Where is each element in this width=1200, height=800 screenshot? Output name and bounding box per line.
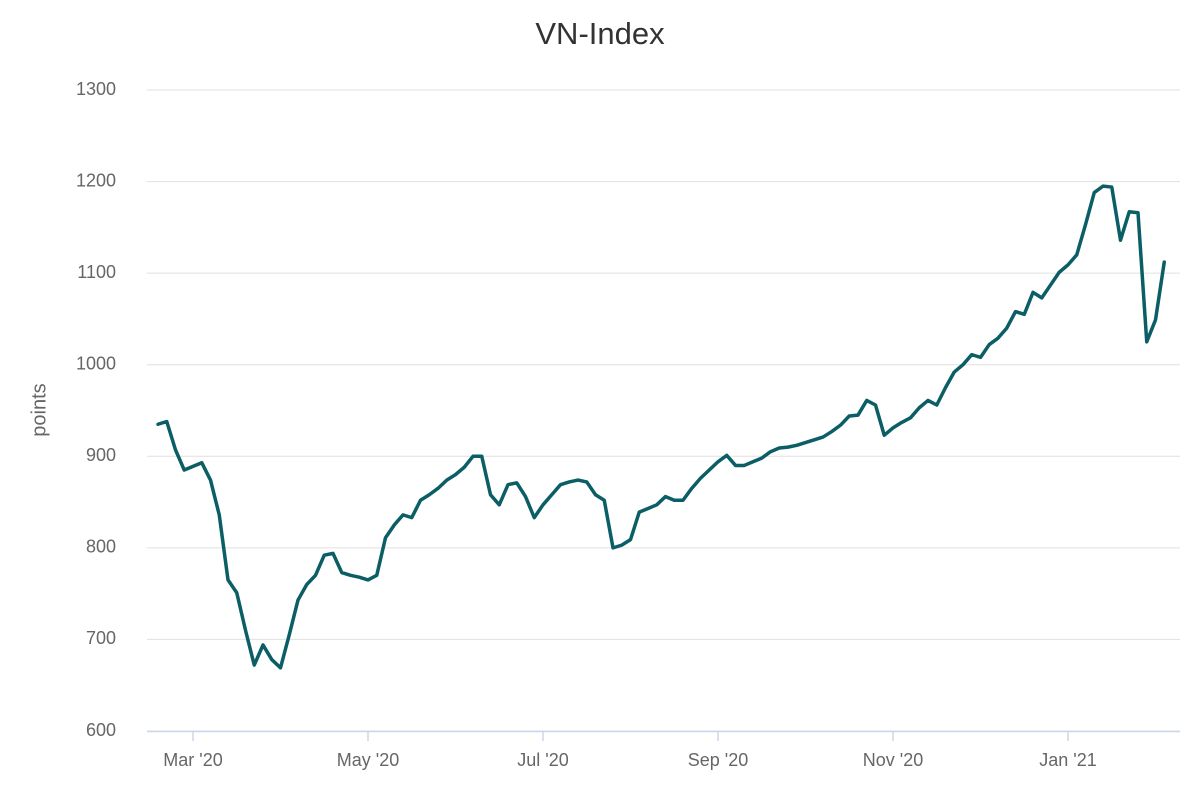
data-line bbox=[156, 184, 1166, 670]
x-tick-label: Jan '21 bbox=[1039, 750, 1096, 770]
x-tick-label: Sep '20 bbox=[688, 750, 749, 770]
chart-title: VN-Index bbox=[535, 16, 665, 51]
y-tick-label: 1100 bbox=[77, 262, 116, 282]
x-tick-label: Nov '20 bbox=[863, 750, 923, 770]
y-tick-label: 700 bbox=[86, 628, 116, 648]
y-axis-label: points bbox=[28, 383, 50, 436]
x-tick-label: Mar '20 bbox=[163, 750, 222, 770]
y-tick-label: 900 bbox=[86, 445, 116, 465]
y-tick-label: 1300 bbox=[76, 79, 116, 99]
y-tick-label: 1000 bbox=[76, 353, 116, 373]
y-tick-label: 600 bbox=[86, 720, 116, 740]
x-tick-label: Jul '20 bbox=[517, 750, 568, 770]
y-tick-label: 800 bbox=[86, 537, 116, 557]
y-tick-label: 1200 bbox=[76, 170, 116, 190]
x-tick-label: May '20 bbox=[337, 750, 399, 770]
